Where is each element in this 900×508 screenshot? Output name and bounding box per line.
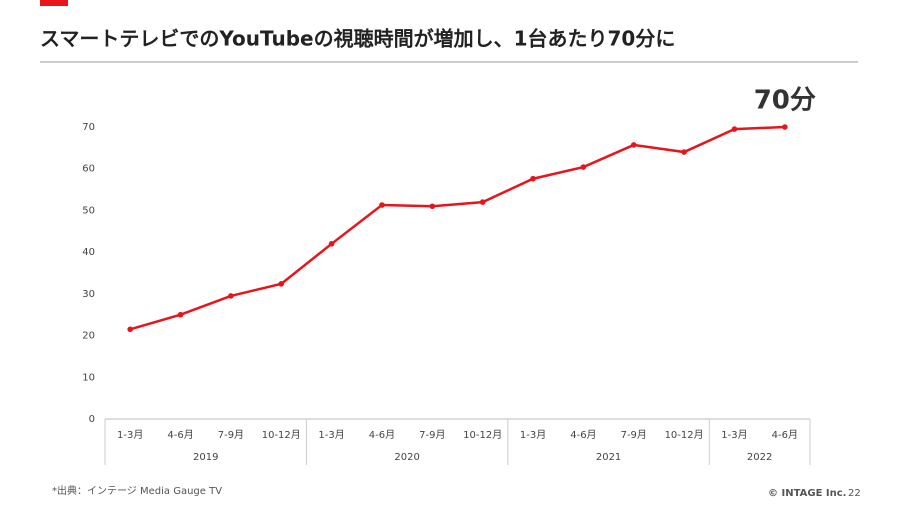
- x-tick-label: 4-6月: [772, 429, 798, 441]
- y-tick-label: 10: [82, 372, 95, 383]
- point: [731, 126, 738, 132]
- point: [630, 142, 637, 148]
- point: [530, 175, 536, 182]
- point: [328, 241, 335, 247]
- year-label: 2022: [747, 452, 772, 463]
- point: [782, 124, 788, 130]
- x-tick-label: 1-3月: [721, 429, 747, 441]
- copyright: © INTAGE Inc.: [768, 488, 846, 499]
- x-tick-label: 10-12月: [463, 429, 502, 441]
- point: [681, 149, 687, 155]
- value-label: 70分: [754, 86, 816, 116]
- point: [177, 311, 184, 318]
- y-tick-label: 40: [82, 247, 95, 258]
- year-label: 2019: [193, 452, 218, 463]
- source-note: *出典：インテージ Media Gauge TV: [52, 484, 222, 497]
- page-number: 22: [848, 488, 861, 499]
- line-series: [129, 125, 785, 331]
- chart-title: スマートテレビでのYouTubeの視聴時間が増加し、1台あたり70分に: [40, 27, 675, 51]
- y-tick-label: 70: [82, 122, 95, 133]
- x-tick-label: 1-3月: [520, 429, 546, 441]
- point: [429, 203, 436, 210]
- y-tick-label: 50: [82, 205, 95, 216]
- x-tick-label: 7-9月: [218, 429, 244, 441]
- x-tick-label: 1-3月: [117, 429, 143, 441]
- y-tick-label: 60: [82, 164, 95, 175]
- year-label: 2021: [596, 452, 621, 463]
- point: [580, 164, 587, 170]
- y-tick-label: 30: [82, 289, 95, 300]
- x-tick-label: 4-6月: [570, 429, 596, 441]
- x-tick-label: 4-6月: [369, 429, 395, 441]
- accent-bar: [40, 0, 68, 6]
- point: [479, 199, 486, 205]
- y-tick-label: 0: [89, 414, 95, 425]
- x-tick-label: 10-12月: [262, 429, 301, 441]
- point: [127, 326, 133, 333]
- x-tick-label: 4-6月: [167, 429, 193, 441]
- y-tick-label: 20: [82, 331, 95, 342]
- x-tick-label: 1-3月: [318, 429, 344, 441]
- x-tick-label: 10-12月: [665, 429, 704, 441]
- point: [228, 293, 234, 299]
- x-tick-label: 7-9月: [621, 429, 647, 441]
- point: [379, 202, 385, 208]
- point: [278, 281, 285, 287]
- year-label: 2020: [394, 452, 419, 463]
- x-tick-label: 7-9月: [419, 429, 445, 441]
